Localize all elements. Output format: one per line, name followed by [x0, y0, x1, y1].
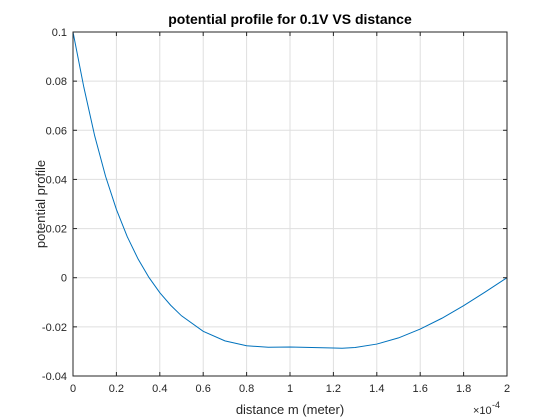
y-tick-label: -0.04: [42, 371, 67, 383]
y-tick-label: 0: [61, 273, 67, 285]
x-tick-label: 0.6: [196, 383, 211, 395]
y-tick-label: 0.08: [46, 76, 67, 88]
y-axis-label: potential profile: [33, 160, 48, 248]
x-tick-label: 1.6: [413, 383, 428, 395]
x-tick-label: 0: [70, 383, 76, 395]
x-tick-label: 1.8: [456, 383, 471, 395]
x-tick-label: 1.2: [326, 383, 341, 395]
chart-title: potential profile for 0.1V VS distance: [168, 11, 412, 27]
y-tick-label: -0.02: [42, 322, 67, 334]
x-tick-label: 1.4: [369, 383, 384, 395]
y-tick-label: 0.04: [46, 174, 67, 186]
y-tick-label: 0.1: [52, 27, 67, 39]
x-exponent-power: -4: [492, 400, 500, 410]
x-tick-label: 0.2: [109, 383, 124, 395]
y-tick-label: 0.02: [46, 224, 67, 236]
x-exponent-label: ×10: [473, 405, 492, 417]
y-tick-label: 0.06: [46, 125, 67, 137]
x-tick-label: 2: [504, 383, 510, 395]
x-axis-label: distance m (meter): [236, 402, 344, 417]
x-tick-label: 0.4: [152, 383, 167, 395]
x-tick-label: 1: [287, 383, 293, 395]
x-tick-label: 0.8: [239, 383, 254, 395]
